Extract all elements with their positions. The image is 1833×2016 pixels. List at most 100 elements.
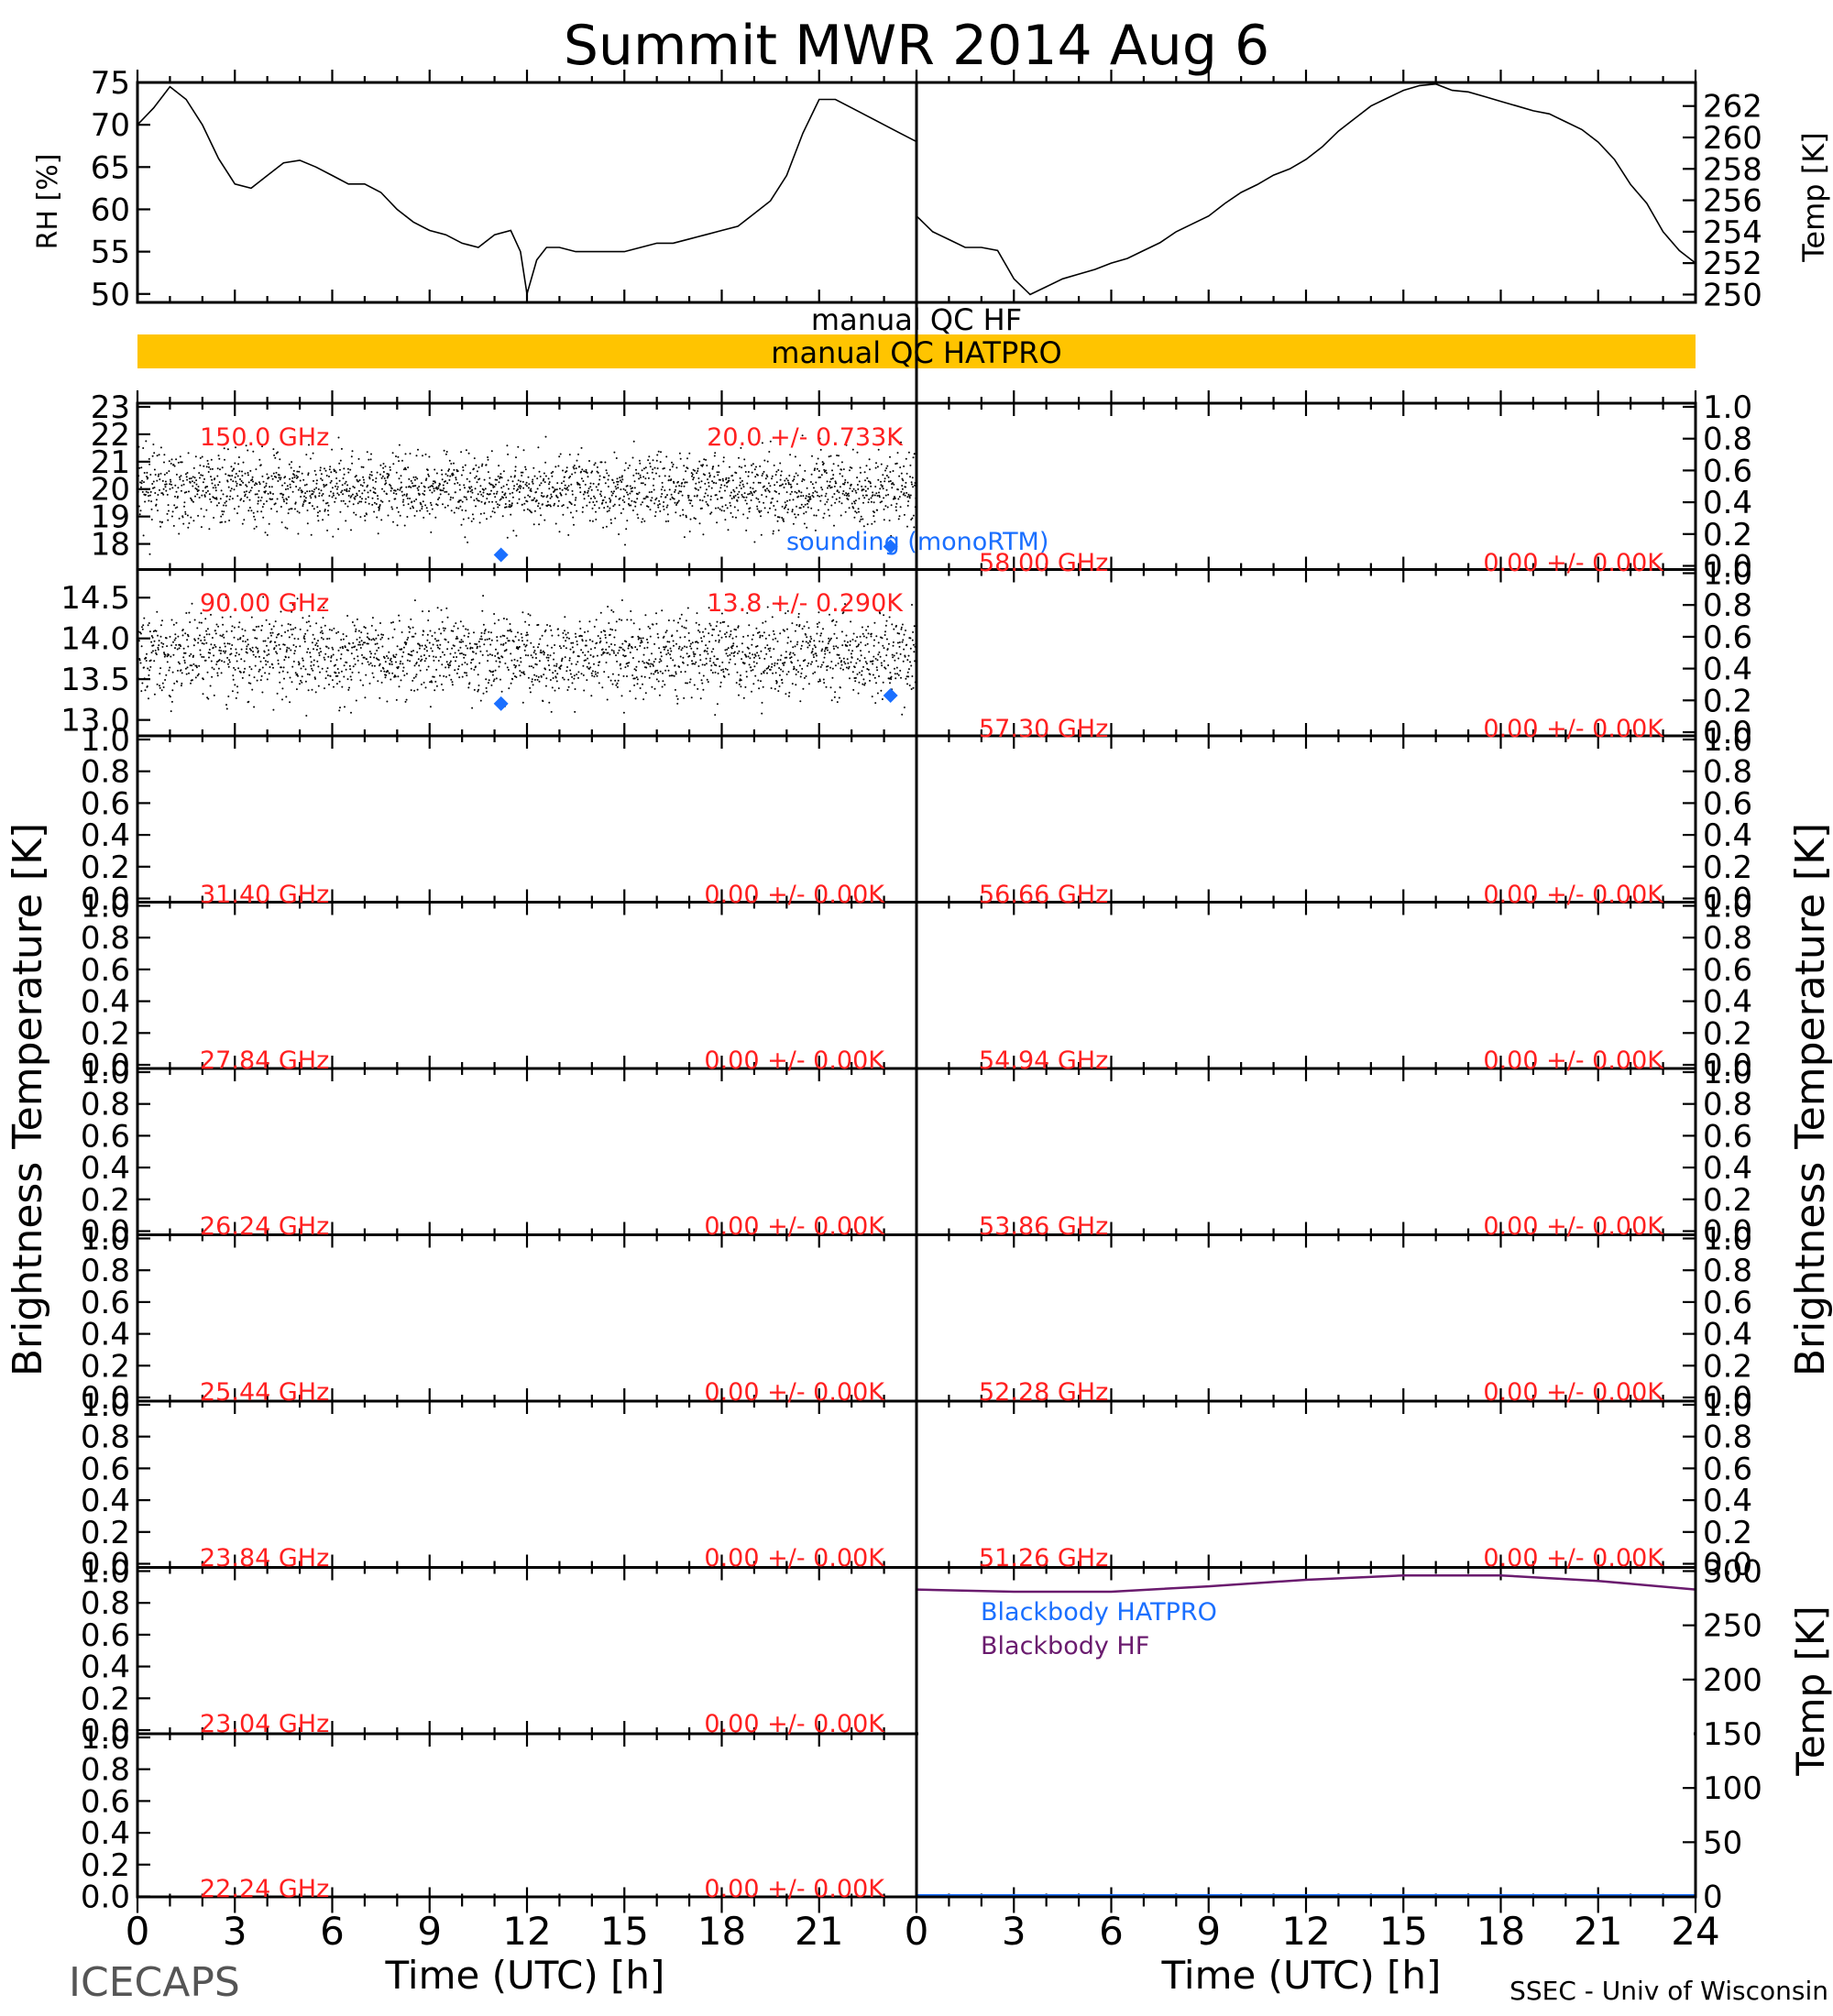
y-tick-label: 0.0 bbox=[81, 1713, 130, 1749]
y-tick-label: 0.6 bbox=[1703, 1285, 1752, 1321]
channel-label-31-40: 31.40 GHz bbox=[200, 881, 329, 909]
y-tick-label: 0.2 bbox=[81, 1015, 130, 1052]
y-tick-label: 14.5 bbox=[60, 580, 130, 617]
channel-label-52-28: 52.28 GHz bbox=[979, 1378, 1108, 1407]
channel-label-23-84: 23.84 GHz bbox=[200, 1544, 329, 1572]
y-tick-label: 1.0 bbox=[1703, 389, 1752, 426]
y-tick-label: 0.2 bbox=[81, 1182, 130, 1219]
y-tick-label: 0.4 bbox=[1703, 1317, 1752, 1353]
y-tick-label: 20 bbox=[91, 472, 130, 509]
y-tick-label: 0.0 bbox=[1703, 1380, 1752, 1417]
y-tick-label: 0.2 bbox=[81, 1348, 130, 1385]
y-tick-label: 0.0 bbox=[1703, 1047, 1752, 1084]
temp-axis-label: Temp [K] bbox=[1796, 132, 1831, 262]
bt150-sounding-marker bbox=[493, 547, 509, 563]
y-tick-label: 0.2 bbox=[1703, 849, 1752, 886]
y-tick-label: 254 bbox=[1703, 214, 1762, 251]
y-tick-label: 0.6 bbox=[1703, 619, 1752, 656]
y-tick-label: 1.0 bbox=[1703, 1055, 1752, 1091]
y-tick-label: 0.8 bbox=[81, 920, 130, 957]
stats-label-31-40: 0.00 +/- 0.00K bbox=[704, 881, 885, 909]
stats-label-54-94: 0.00 +/- 0.00K bbox=[1483, 1046, 1664, 1075]
x-tick-label: 0 bbox=[126, 1909, 150, 1954]
y-tick-label: 0.0 bbox=[1703, 1547, 1752, 1583]
y-tick-label: 0.6 bbox=[81, 952, 130, 989]
figure-title: Summit MWR 2014 Aug 6 bbox=[564, 14, 1269, 78]
footer-left: ICECAPS bbox=[69, 1959, 240, 2006]
y-tick-label: 1.0 bbox=[1703, 556, 1752, 593]
y-tick-label: 0.0 bbox=[81, 1879, 130, 1916]
y-tick-label: 0.8 bbox=[1703, 1253, 1752, 1289]
bb-hatpro-legend: Blackbody HATPRO bbox=[981, 1598, 1217, 1627]
y-tick-label: 0.0 bbox=[1703, 715, 1752, 751]
bt90-sounding-marker bbox=[883, 687, 898, 703]
stats-label-56-66: 0.00 +/- 0.00K bbox=[1483, 881, 1664, 909]
y-tick-label: 13.5 bbox=[60, 662, 130, 698]
stats-label-51-26: 0.00 +/- 0.00K bbox=[1483, 1544, 1664, 1572]
y-tick-label: 0.6 bbox=[81, 785, 130, 822]
channel-label-27-84: 27.84 GHz bbox=[200, 1046, 329, 1075]
y-tick-label: 55 bbox=[91, 235, 130, 271]
y-tick-label: 200 bbox=[1703, 1662, 1762, 1699]
y-tick-label: 0.2 bbox=[1703, 1515, 1752, 1551]
y-tick-label: 0.4 bbox=[1703, 652, 1752, 688]
y-tick-label: 0.8 bbox=[1703, 920, 1752, 957]
y-tick-label: 0.0 bbox=[1703, 882, 1752, 918]
y-tick-label: 0.8 bbox=[1703, 1419, 1752, 1456]
y-tick-label: 262 bbox=[1703, 89, 1762, 126]
y-tick-label: 100 bbox=[1703, 1770, 1762, 1807]
stats-label-57-30: 0.00 +/- 0.00K bbox=[1483, 715, 1664, 743]
stats-label-26-24: 0.00 +/- 0.00K bbox=[704, 1212, 885, 1241]
y-tick-label: 0.6 bbox=[81, 1118, 130, 1155]
y-tick-label: 0.8 bbox=[1703, 1087, 1752, 1123]
x-axis-label-right: Time (UTC) [h] bbox=[1161, 1953, 1442, 1998]
y-tick-label: 0.8 bbox=[81, 1752, 130, 1789]
y-tick-label: 0.2 bbox=[1703, 683, 1752, 719]
y-tick-label: 256 bbox=[1703, 183, 1762, 220]
y-tick-label: 0.4 bbox=[1703, 485, 1752, 521]
stats-label-90: 13.8 +/- 0.290K bbox=[707, 589, 904, 618]
channel-label-26-24: 26.24 GHz bbox=[200, 1212, 329, 1241]
temp-panel bbox=[915, 81, 1697, 304]
stats-label-53-86: 0.00 +/- 0.00K bbox=[1483, 1212, 1664, 1241]
y-tick-label: 0.8 bbox=[81, 1419, 130, 1456]
y-tick-label: 0.4 bbox=[1703, 984, 1752, 1021]
rh-panel bbox=[136, 81, 918, 304]
y-tick-label: 0.6 bbox=[1703, 1451, 1752, 1487]
y-tick-label: 0.6 bbox=[1703, 952, 1752, 989]
y-tick-label: 50 bbox=[1703, 1824, 1742, 1861]
y-tick-label: 23 bbox=[91, 389, 130, 426]
x-tick-label: 15 bbox=[600, 1909, 649, 1954]
stats-label-52-28: 0.00 +/- 0.00K bbox=[1483, 1378, 1664, 1407]
y-tick-label: 0.0 bbox=[81, 1214, 130, 1251]
y-tick-label: 0.2 bbox=[1703, 1015, 1752, 1052]
y-tick-label: 1.0 bbox=[1703, 722, 1752, 759]
y-tick-label: 0.2 bbox=[81, 1515, 130, 1551]
y-tick-label: 258 bbox=[1703, 151, 1762, 188]
y-tick-label: 1.0 bbox=[81, 1222, 130, 1258]
y-tick-label: 22 bbox=[91, 417, 130, 454]
y-tick-label: 0.0 bbox=[81, 1547, 130, 1583]
y-tick-label: 0.8 bbox=[81, 1087, 130, 1123]
bt150-sounding-marker bbox=[883, 539, 898, 554]
channel-label-150: 150.0 GHz bbox=[200, 423, 329, 452]
bt90-sounding-marker bbox=[493, 696, 509, 711]
y-axis-label-right: Brightness Temperature [K] bbox=[1787, 823, 1833, 1376]
y-tick-label: 1.0 bbox=[81, 722, 130, 759]
y-tick-label: 0.6 bbox=[81, 1617, 130, 1654]
y-tick-label: 0.2 bbox=[81, 1681, 130, 1717]
y-tick-label: 0.4 bbox=[81, 984, 130, 1021]
y-tick-label: 0.6 bbox=[1703, 785, 1752, 822]
x-axis-label-left: Time (UTC) [h] bbox=[385, 1953, 665, 1998]
y-tick-label: 19 bbox=[91, 499, 130, 536]
y-tick-label: 0.2 bbox=[1703, 1348, 1752, 1385]
y-tick-label: 0.8 bbox=[81, 1253, 130, 1289]
y-tick-label: 75 bbox=[91, 65, 130, 102]
y-tick-label: 252 bbox=[1703, 246, 1762, 282]
y-tick-label: 1.0 bbox=[81, 1387, 130, 1424]
x-tick-label: 24 bbox=[1671, 1909, 1719, 1954]
channel-label-56-66: 56.66 GHz bbox=[979, 881, 1108, 909]
y-tick-label: 0.2 bbox=[1703, 517, 1752, 553]
y-tick-label: 1.0 bbox=[81, 1554, 130, 1591]
